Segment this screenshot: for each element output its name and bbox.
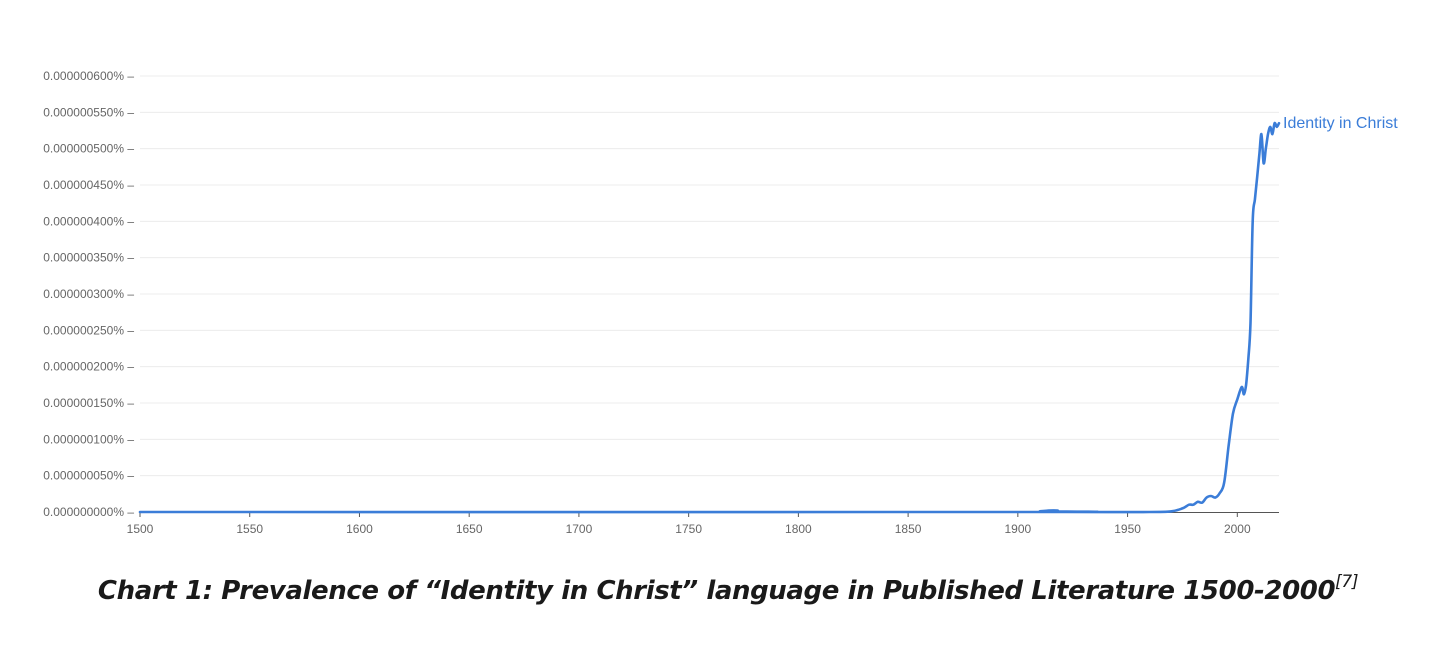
x-tick-label: 1550 (236, 522, 263, 536)
line-chart: 0.000000000% – 0.000000050% – 0.000000100%… (43, 69, 1398, 536)
x-tick-label: 1900 (1004, 522, 1031, 536)
y-tick-label: 0.000000100% – (43, 432, 134, 446)
x-tick-label: 1850 (895, 522, 922, 536)
x-tick-label: 1950 (1114, 522, 1141, 536)
series-line (138, 121, 1281, 514)
x-axis: 1500 1550 1600 1650 1700 1750 1800 1850 1900 1950… (127, 512, 1251, 536)
y-tick-label: 0.000000600% – (43, 69, 134, 83)
series-label: Identity in Christ (1283, 115, 1398, 132)
y-tick-label: 0.000000250% – (43, 323, 134, 337)
x-tick-label: 1600 (346, 522, 373, 536)
x-tick-label: 1650 (456, 522, 483, 536)
x-tick-label: 1750 (675, 522, 702, 536)
y-axis: 0.000000000% – 0.000000050% – 0.000000100%… (43, 69, 134, 519)
y-tick-label: 0.000000500% – (43, 142, 134, 156)
y-tick-label: 0.000000000% – (43, 505, 134, 519)
y-tick-label: 0.000000050% – (43, 469, 134, 483)
x-tick-label: 1500 (127, 522, 154, 536)
grid-lines (140, 75, 1279, 477)
x-tick-label: 2000 (1224, 522, 1251, 536)
caption-text: Chart 1: Prevalence of “Identity in Chri… (97, 576, 1336, 606)
y-tick-label: 0.000000350% – (43, 251, 134, 265)
y-tick-label: 0.000000400% – (43, 214, 134, 228)
y-tick-label: 0.000000200% – (43, 360, 134, 374)
y-tick-label: 0.000000150% – (43, 396, 134, 410)
x-tick-label: 1800 (785, 522, 812, 536)
y-tick-label: 0.000000450% – (43, 178, 134, 192)
y-tick-label: 0.000000550% – (43, 105, 134, 119)
y-tick-label: 0.000000300% – (43, 287, 134, 301)
caption-reference: [7] (1335, 572, 1359, 592)
chart-caption: Chart 1: Prevalence of “Identity in Chri… (0, 572, 1456, 606)
series-layer: Identity in Christ (138, 115, 1398, 514)
x-tick-label: 1700 (566, 522, 593, 536)
